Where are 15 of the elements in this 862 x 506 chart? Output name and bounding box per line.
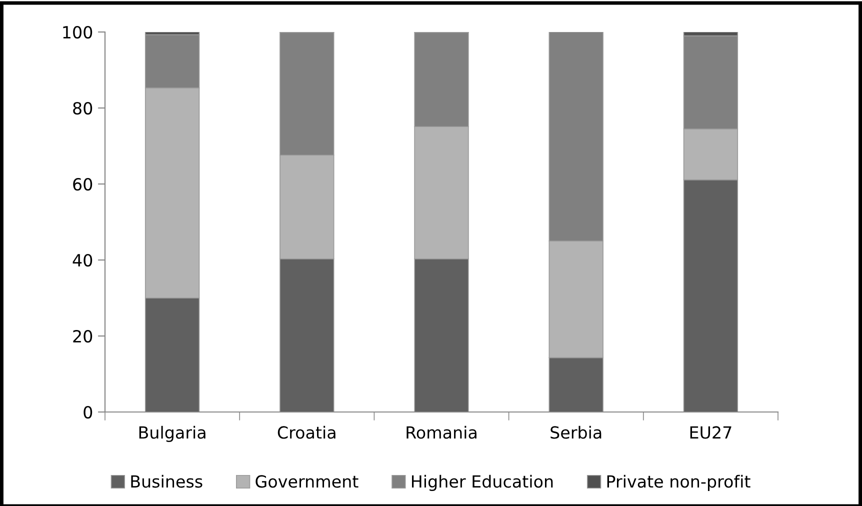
- y-tick-label: 40: [72, 254, 92, 267]
- y-tick-label: 100: [63, 26, 92, 39]
- x-tick-label: Romania: [406, 426, 476, 439]
- legend-label: Government: [256, 475, 358, 488]
- y-tick-label: 20: [73, 330, 92, 343]
- y-tick-label: 60: [73, 178, 92, 191]
- legend-label: Business: [131, 474, 202, 488]
- x-tick-label: Serbia: [550, 426, 602, 439]
- y-tick-label: 0: [84, 406, 92, 419]
- y-tick-label: 80: [73, 102, 92, 115]
- legend-label: Private non-profit: [607, 474, 750, 491]
- legend-label: Higher Education: [412, 474, 553, 491]
- x-tick-label: Croatia: [278, 426, 336, 439]
- x-tick-label: Bulgaria: [139, 426, 206, 442]
- x-tick-label: EU27: [690, 426, 732, 439]
